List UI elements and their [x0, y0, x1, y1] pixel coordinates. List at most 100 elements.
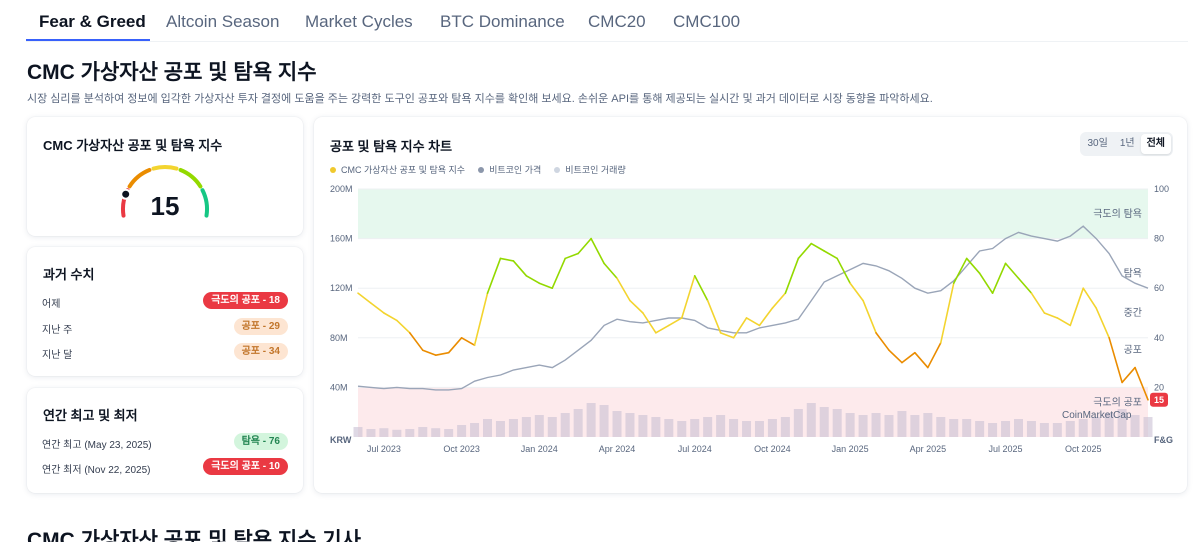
- active-tab-indicator: [26, 39, 150, 41]
- history-badge-yesterday: 극도의 공포 - 18: [203, 292, 288, 309]
- current-value-label: 15: [1154, 395, 1164, 405]
- tab-fear-greed[interactable]: Fear & Greed: [39, 12, 146, 31]
- y-right-tick: 20: [1154, 382, 1164, 392]
- fng-line-segment: [758, 307, 774, 327]
- y-left-axis-label: KRW: [330, 435, 352, 445]
- yearly-label-low: 연간 최저 (Nov 22, 2025): [42, 465, 151, 476]
- y-right-tick: 100: [1154, 184, 1169, 194]
- x-tick: Jul 2023: [367, 444, 401, 454]
- legend-item-fng[interactable]: CMC 가상자산 공포 및 탐욕 지수: [330, 163, 465, 176]
- tab-cmc20[interactable]: CMC20: [588, 12, 646, 31]
- y-left-tick: 200M: [330, 184, 353, 194]
- volume-bar: [1091, 417, 1101, 437]
- volume-bar: [599, 405, 609, 437]
- fng-line-segment: [525, 275, 541, 285]
- fng-line-segment: [668, 317, 683, 327]
- fng-line-segment: [914, 351, 929, 369]
- fng-line-segment: [901, 351, 916, 364]
- volume-bar: [897, 411, 907, 437]
- x-tick: Oct 2025: [1065, 444, 1102, 454]
- legend-dot-fng: [330, 166, 336, 173]
- history-card-title: 과거 수치: [43, 267, 95, 282]
- volume-bar: [1130, 415, 1140, 437]
- fng-line-segment: [590, 237, 605, 265]
- gauge-segment-fear: [127, 168, 152, 189]
- legend-item-btc-price[interactable]: 비트코인 가격: [478, 163, 541, 176]
- fng-line-segment: [784, 257, 800, 294]
- volume-bar: [664, 419, 674, 437]
- volume-bar: [754, 421, 764, 437]
- volume-bar: [1013, 419, 1023, 437]
- volume-bar: [392, 429, 402, 437]
- volume-bar: [1143, 417, 1153, 437]
- fng-line-segment: [603, 262, 618, 280]
- range-30d-button[interactable]: 30일: [1087, 138, 1108, 149]
- volume-bar: [729, 419, 739, 437]
- volume-bar: [612, 411, 622, 437]
- volume-bar: [677, 421, 687, 437]
- extreme-greed-zone: [358, 189, 1148, 239]
- fng-line-segment: [875, 332, 890, 351]
- fng-line-segment: [434, 351, 450, 356]
- range-selector: 30일 1년 전체: [1079, 132, 1173, 156]
- yearly-label-high: 연간 최고 (May 23, 2025): [42, 440, 152, 451]
- volume-bar: [949, 419, 959, 437]
- volume-bar: [819, 407, 829, 437]
- fng-line-segment: [823, 250, 838, 260]
- x-tick: Jul 2025: [989, 444, 1023, 454]
- volume-bar: [1078, 419, 1088, 437]
- fng-line-segment: [383, 312, 398, 322]
- fng-line-segment: [1095, 307, 1110, 339]
- chart-watermark: CoinMarketCap: [1062, 410, 1132, 421]
- volume-bar: [508, 419, 518, 437]
- fng-line-segment: [810, 242, 826, 252]
- legend-label-btc-price: 비트코인 가격: [489, 165, 542, 175]
- volume-bar: [845, 413, 855, 437]
- tab-altcoin-season[interactable]: Altcoin Season: [166, 12, 280, 31]
- yearly-badge-high: 탐욕 - 76: [233, 433, 288, 450]
- legend-dot-btc-volume: [554, 166, 561, 173]
- fng-line-segment: [616, 277, 631, 302]
- volume-bar: [767, 419, 777, 437]
- fng-line-segment: [862, 299, 877, 334]
- fng-line-segment: [486, 257, 502, 294]
- fng-line-segment: [719, 332, 735, 339]
- fng-line-segment: [927, 341, 942, 369]
- fng-line-segment: [370, 302, 385, 314]
- fng-line-segment: [1056, 317, 1072, 327]
- volume-bar: [1026, 421, 1036, 437]
- fng-line-segment: [680, 275, 696, 319]
- range-1y-button[interactable]: 1년: [1119, 138, 1135, 149]
- volume-bar: [1065, 421, 1075, 437]
- fng-line-segment: [991, 262, 1007, 294]
- y-right-tick: 60: [1154, 283, 1164, 293]
- fng-line-segment: [1134, 366, 1149, 401]
- fng-line-segment: [421, 349, 437, 356]
- volume-bar: [716, 415, 726, 437]
- legend-item-btc-volume[interactable]: 비트코인 거래량: [554, 163, 626, 176]
- yearly-card-title: 연간 최고 및 최저: [43, 408, 138, 423]
- gauge-arc-svg: [120, 165, 209, 218]
- volume-bar: [495, 421, 505, 437]
- fng-line-segment: [771, 292, 787, 309]
- volume-bar: [793, 409, 803, 437]
- history-label-last-week: 지난 주: [42, 325, 73, 336]
- fng-line-segment: [1030, 292, 1046, 314]
- volume-bar: [457, 425, 467, 437]
- chart-title: 공포 및 탐욕 지수 차트: [330, 139, 453, 154]
- fng-line-segment: [551, 257, 567, 289]
- range-all-button[interactable]: 전체: [1140, 134, 1171, 154]
- gauge-card: CMC 가상자산 공포 및 탐욕 지수 15: [27, 117, 303, 236]
- fng-line-segment: [512, 260, 528, 277]
- page-title: CMC 가상자산 공포 및 탐욕 지수: [27, 61, 317, 84]
- fng-line-segment: [357, 292, 372, 304]
- volume-bar: [547, 417, 557, 437]
- x-tick: Jul 2024: [678, 444, 712, 454]
- tab-cmc100[interactable]: CMC100: [673, 12, 741, 31]
- tab-market-cycles[interactable]: Market Cycles: [305, 12, 413, 31]
- fng-line-segment: [447, 337, 463, 354]
- tab-btc-dominance[interactable]: BTC Dominance: [440, 12, 565, 31]
- legend-dot-btc-price: [478, 166, 485, 173]
- fng-line-segment: [1082, 287, 1097, 309]
- zone-label-1: 탐욕: [1124, 267, 1142, 279]
